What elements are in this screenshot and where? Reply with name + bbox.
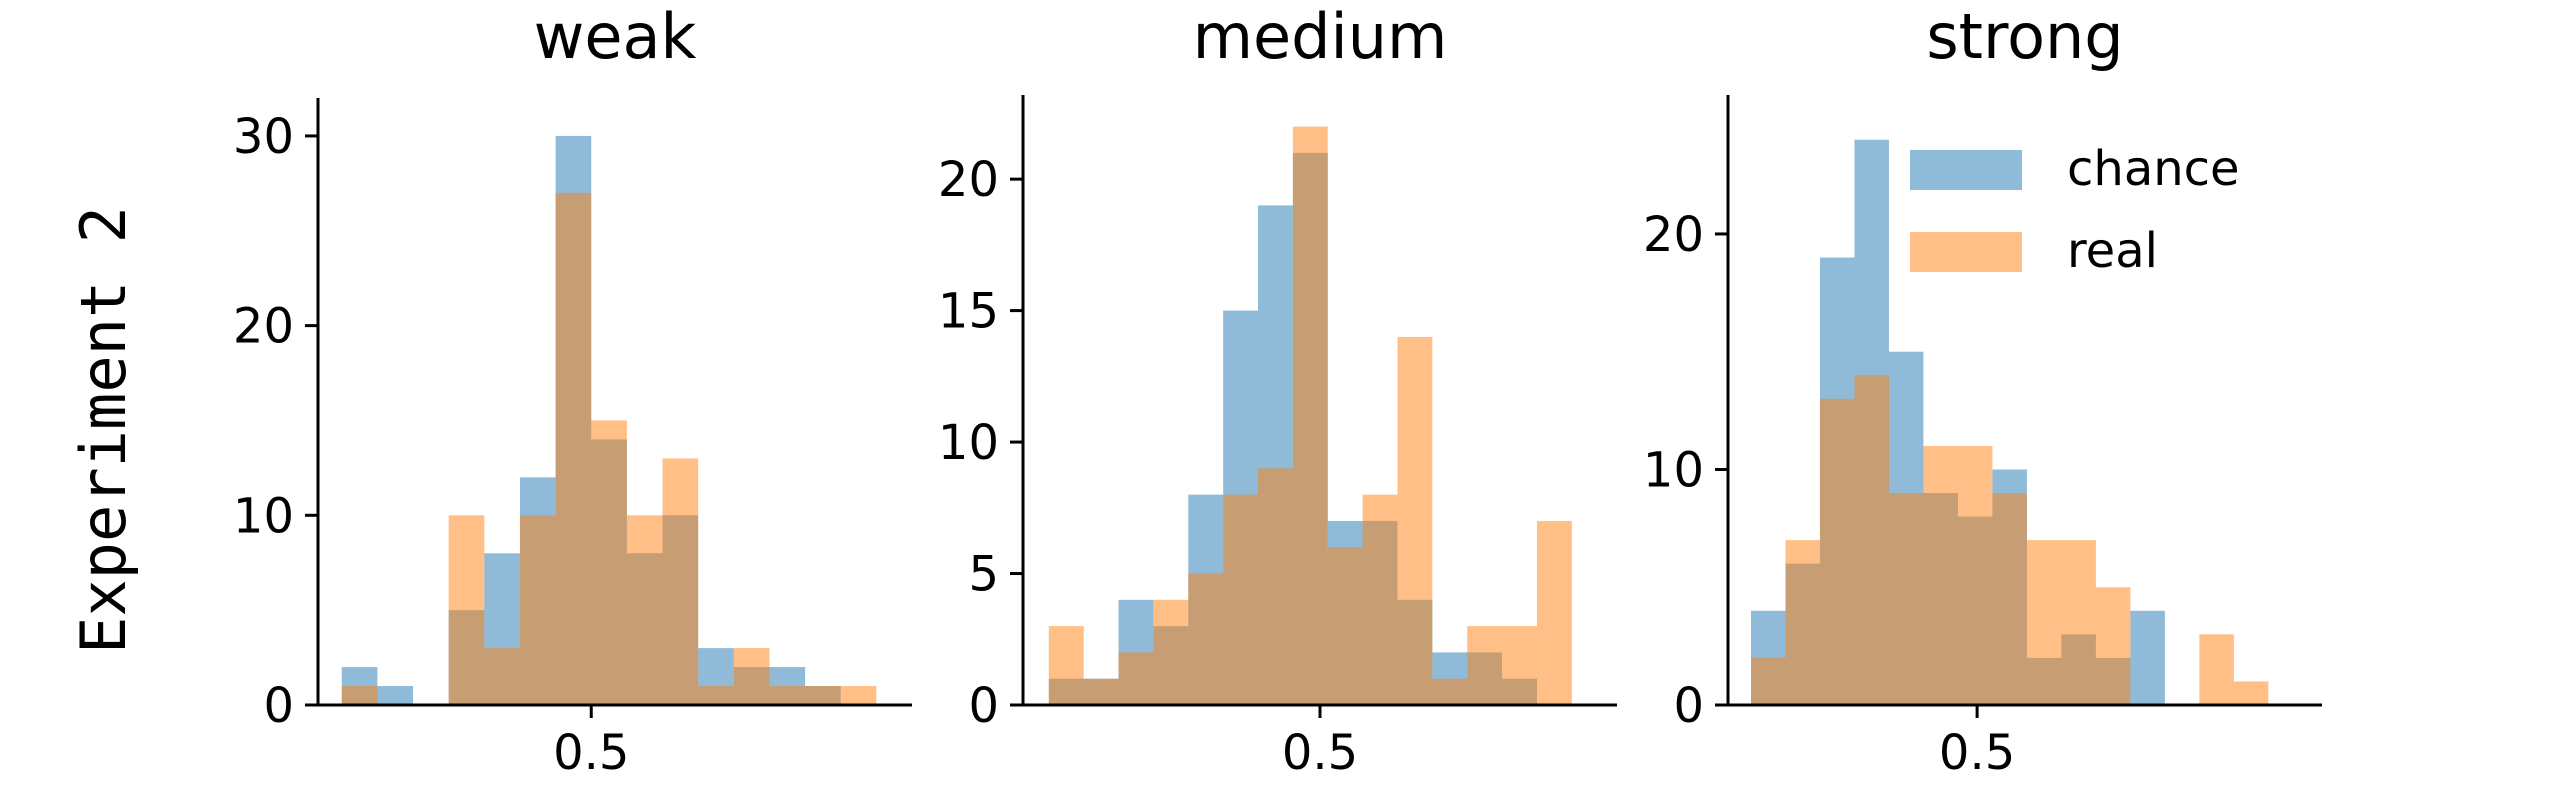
bar-real	[1327, 547, 1363, 705]
bar-real	[1083, 678, 1119, 705]
bar-real	[662, 458, 699, 705]
bar-real	[840, 686, 877, 705]
series-real	[341, 192, 877, 705]
bar-chance	[377, 686, 414, 705]
bar-real	[484, 648, 520, 705]
bar-real	[1223, 494, 1259, 705]
x-tick-label: 0.5	[553, 725, 629, 781]
y-tick-label: 10	[233, 488, 294, 544]
bar-real	[1153, 599, 1189, 705]
bar-real	[805, 686, 841, 705]
bar-real	[1750, 657, 1786, 705]
row-label: Experiment 2	[67, 206, 140, 654]
y-tick-label: 30	[233, 109, 294, 165]
y-tick-label: 20	[938, 152, 999, 208]
y-tick-label: 15	[938, 284, 999, 340]
bar-real	[698, 686, 734, 705]
legend-label-chance: chance	[2067, 141, 2240, 197]
bar-real	[1502, 626, 1537, 705]
bar-real	[555, 192, 592, 705]
bar-real	[1432, 678, 1468, 705]
panel-weak: weak 0 10 20 30 0.5	[233, 0, 912, 781]
bar-real	[1188, 573, 1224, 705]
bar-real	[341, 686, 378, 705]
bar-real	[2061, 540, 2096, 705]
x-tick-label: 0.5	[1939, 725, 2015, 781]
bar-real	[769, 686, 806, 705]
panel-medium: medium 0 5 10 15 20 0.5	[938, 0, 1617, 781]
bar-real	[591, 420, 627, 705]
panel-strong: strong 0 10 20 0.5 chance real	[1643, 0, 2322, 781]
bar-real	[1785, 540, 1820, 705]
panel-title: strong	[1926, 0, 2123, 73]
bar-real	[2095, 587, 2131, 705]
y-tick-label: 20	[1643, 207, 1704, 263]
bar-real	[733, 648, 770, 705]
bar-real	[1992, 493, 2027, 705]
legend: chance real	[1910, 141, 2240, 279]
y-tick-label: 10	[938, 415, 999, 471]
panel-title: weak	[534, 0, 697, 73]
bar-real	[2199, 634, 2234, 705]
bar-chance	[2130, 610, 2165, 705]
bar-real	[519, 515, 556, 705]
bar-real	[2026, 540, 2062, 705]
bar-real	[1258, 468, 1293, 705]
y-tick-label: 0	[1673, 678, 1704, 734]
bar-real	[1536, 520, 1572, 705]
series-real	[1048, 126, 1572, 705]
bar-real	[1362, 494, 1398, 705]
y-tick-label: 5	[968, 547, 999, 603]
legend-label-real: real	[2067, 223, 2158, 279]
series-real	[1750, 375, 2269, 705]
x-tick-label: 0.5	[1282, 725, 1358, 781]
bar-real	[2233, 681, 2269, 705]
bar-real	[626, 515, 663, 705]
bar-real	[1957, 445, 1993, 705]
legend-swatch-chance	[1910, 150, 2022, 190]
bar-real	[1048, 626, 1084, 705]
bar-real	[448, 515, 485, 705]
panel-title: medium	[1193, 0, 1448, 73]
y-tick-label: 0	[263, 678, 294, 734]
bar-real	[1397, 336, 1433, 705]
bar-real	[1923, 445, 1958, 705]
bar-real	[1467, 626, 1503, 705]
y-tick-label: 20	[233, 299, 294, 355]
y-tick-label: 10	[1643, 442, 1704, 498]
bar-real	[1854, 375, 1889, 705]
legend-swatch-real	[1910, 232, 2022, 272]
bar-real	[1118, 652, 1154, 705]
bar-real	[1888, 493, 1924, 705]
bar-real	[1292, 126, 1328, 705]
panels: weak 0 10 20 30 0.5 medium 0 5 10 15 20 0.5 strong 0 10…	[233, 0, 2322, 781]
bar-real	[1819, 398, 1855, 705]
y-tick-label: 0	[968, 678, 999, 734]
